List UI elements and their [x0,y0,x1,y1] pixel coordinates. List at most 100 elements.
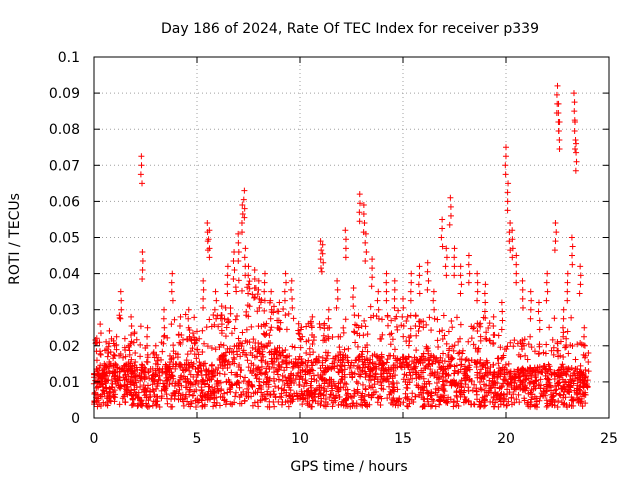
cloud-point [457,321,464,328]
cloud-point [440,373,447,380]
cloud-point [264,374,271,381]
cloud-point [474,369,481,376]
cloud-point [292,376,299,383]
cloud-point [143,358,150,365]
cloud-point [127,381,134,388]
data-point [513,252,520,259]
cloud-point [337,362,344,369]
cloud-point [255,403,262,410]
data-point [554,82,561,89]
cloud-point [316,382,323,389]
cloud-point [262,359,269,366]
cloud-point [203,366,210,373]
cloud-point [450,403,457,410]
data-point [144,333,151,340]
cloud-point [405,354,412,361]
cloud-point [521,395,528,402]
cloud-point [106,397,113,404]
cloud-point [115,377,122,384]
cloud-point [429,370,436,377]
cloud-point [279,398,286,405]
data-point [490,313,497,320]
cloud-point [503,345,510,352]
cloud-point [450,370,457,377]
data-point [457,290,464,297]
cloud-point [228,381,235,388]
data-point [556,146,563,153]
cloud-point [225,358,232,365]
cloud-point [216,402,223,409]
cloud-point [217,341,224,348]
data-point [241,205,248,212]
cloud-point [154,380,161,387]
cloud-point [268,324,275,331]
cloud-point [195,351,202,358]
cloud-point [379,331,386,338]
cloud-point [503,369,510,376]
cloud-point [168,356,175,363]
cloud-point [542,350,549,357]
data-point [101,369,108,376]
cloud-point [255,348,262,355]
data-point [268,288,275,295]
cloud-point [562,370,569,377]
cloud-point [308,403,315,410]
cloud-point [476,360,483,367]
cloud-point [218,386,225,393]
data-point [288,286,295,293]
data-point [581,324,588,331]
cloud-point [473,359,480,366]
cloud-point [372,373,379,380]
cloud-point [393,398,400,405]
cloud-point [505,360,512,367]
cloud-point [560,383,567,390]
cloud-point [348,369,355,376]
cloud-point [554,369,561,376]
cloud-point [181,395,188,402]
cloud-point [111,368,118,375]
cloud-point [536,381,543,388]
data-point [251,276,258,283]
data-point [241,254,248,261]
cloud-point [262,370,269,377]
data-point [267,297,274,304]
cloud-point [299,401,306,408]
cloud-point [353,378,360,385]
cloud-point [292,361,299,368]
cloud-point [378,366,385,373]
cloud-point [199,402,206,409]
cloud-point [227,385,234,392]
cloud-point [236,400,243,407]
cloud-point [280,352,287,359]
cloud-point [235,363,242,370]
cloud-point [490,361,497,368]
data-point [506,238,513,245]
cloud-point [310,397,317,404]
cloud-point [384,395,391,402]
data-point [573,149,580,156]
cloud-point [281,386,288,393]
data-point [527,288,534,295]
cloud-point [279,349,286,356]
data-point [551,247,558,254]
cloud-point [224,345,231,352]
cloud-point [451,342,458,349]
cloud-point [258,341,265,348]
cloud-point [131,386,138,393]
data-point [375,288,382,295]
cloud-point [389,381,396,388]
cloud-point [103,338,110,345]
data-point [185,306,192,313]
data-point [391,286,398,293]
data-point [118,306,125,313]
cloud-point [401,371,408,378]
cloud-point [159,348,166,355]
data-point [276,326,283,333]
cloud-point [383,359,390,366]
cloud-point [441,332,448,339]
data-point [230,276,237,283]
data-point [97,348,104,355]
cloud-point [285,310,292,317]
cloud-point [388,317,395,324]
data-point [100,387,107,394]
